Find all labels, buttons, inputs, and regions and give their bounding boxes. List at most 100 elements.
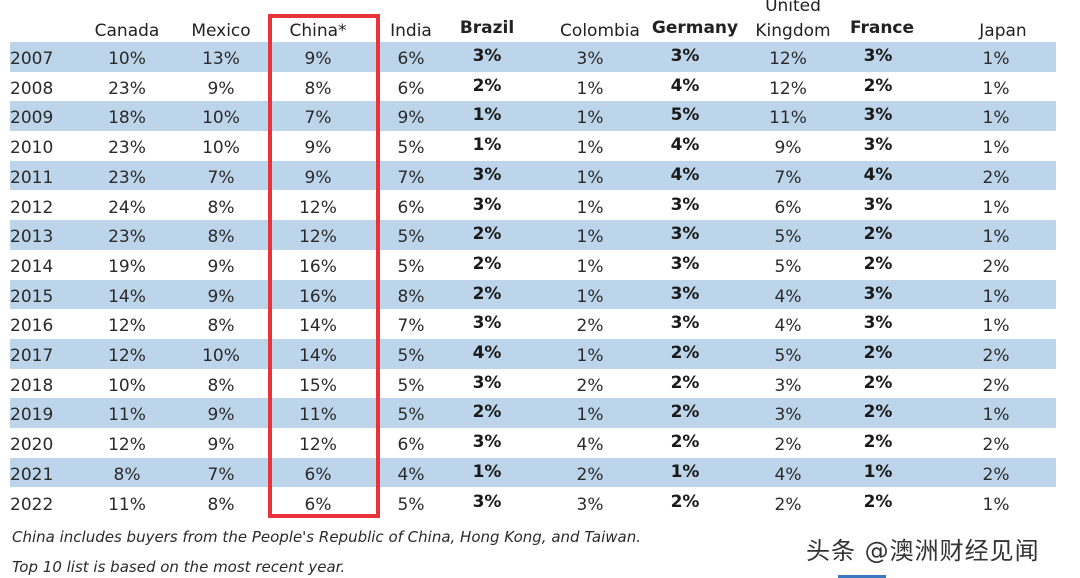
cell-mexico: 9% [207, 286, 235, 307]
cell-japan: 1% [982, 227, 1010, 248]
cell-canada: 10% [108, 49, 146, 69]
header-uk-line1: United [765, 0, 821, 16]
cell-mexico: 13% [202, 49, 240, 69]
cell-china: 7% [304, 108, 332, 129]
cell-india: 8% [397, 286, 425, 307]
header-colombia: Colombia [560, 21, 640, 41]
cell-colombia: 3% [576, 49, 604, 69]
table-row: 2014 19% 9% 16% 5% 2% 1% 3% 5% 2% 2% [10, 250, 1056, 280]
cell-year: 2009 [10, 108, 54, 129]
cell-brazil: 3% [472, 194, 502, 215]
cell-brazil: 2% [472, 283, 502, 304]
cell-india: 5% [397, 494, 425, 515]
cell-colombia: 1% [576, 138, 604, 159]
cell-brazil: 3% [472, 432, 502, 453]
cell-japan: 1% [982, 316, 1010, 337]
cell-japan: 1% [982, 108, 1010, 129]
cell-canada: 19% [108, 256, 146, 277]
cell-japan: 1% [982, 286, 1010, 307]
cell-mexico: 9% [207, 78, 235, 99]
cell-germany: 3% [670, 313, 700, 334]
table-row: 2007 10% 13% 9% 6% 3% 3% 3% 12% 3% 1% [10, 42, 1056, 72]
cell-france: 2% [863, 75, 893, 96]
cell-year: 2008 [10, 78, 54, 99]
cell-india: 6% [397, 78, 425, 99]
cell-china: 9% [304, 167, 332, 188]
cell-uk: 9% [774, 138, 802, 159]
cell-uk: 11% [769, 108, 807, 129]
cell-brazil: 2% [472, 253, 502, 274]
table-row: 2012 24% 8% 12% 6% 3% 1% 3% 6% 3% 1% [10, 191, 1056, 221]
cell-uk: 2% [774, 494, 802, 515]
cell-year: 2014 [10, 256, 54, 277]
cell-colombia: 1% [576, 227, 604, 248]
cell-canada: 14% [108, 286, 146, 307]
cell-uk: 4% [774, 286, 802, 307]
cell-germany: 3% [670, 253, 700, 274]
cell-france: 3% [863, 46, 893, 66]
cell-uk: 2% [774, 435, 802, 456]
cell-uk: 7% [774, 167, 802, 188]
cell-india: 7% [397, 316, 425, 337]
watermark: 头条 @澳洲财经见闻 [806, 537, 1040, 565]
cell-china: 9% [304, 49, 332, 69]
cell-france: 2% [863, 491, 893, 512]
cell-brazil: 3% [472, 313, 502, 334]
cell-mexico: 8% [207, 494, 235, 515]
cell-brazil: 3% [472, 46, 502, 66]
cell-japan: 2% [982, 346, 1010, 366]
cell-germany: 1% [670, 461, 700, 482]
table-row: 2017 12% 10% 14% 5% 4% 1% 2% 5% 2% 2% [10, 339, 1056, 369]
cell-year: 2013 [10, 227, 54, 248]
cell-japan: 2% [982, 256, 1010, 277]
cell-colombia: 1% [576, 405, 604, 426]
cell-year: 2017 [10, 346, 54, 366]
cell-china: 6% [304, 464, 332, 485]
cell-france: 3% [863, 105, 893, 126]
footnote-china: China includes buyers from the People's … [12, 528, 642, 546]
table-row: 2013 23% 8% 12% 5% 2% 1% 3% 5% 2% 1% [10, 220, 1056, 250]
header-brazil: Brazil [459, 18, 515, 38]
header-mexico: Mexico [191, 21, 251, 41]
cell-colombia: 3% [576, 494, 604, 515]
table-row: 2022 11% 8% 6% 5% 3% 3% 2% 2% 2% 1% [10, 488, 1056, 518]
table-row: 2018 10% 8% 15% 5% 3% 2% 2% 3% 2% 2% [10, 369, 1056, 399]
cell-mexico: 9% [207, 405, 235, 426]
table-row: 2009 18% 10% 7% 9% 1% 1% 5% 11% 3% 1% [10, 101, 1056, 132]
cell-uk: 12% [769, 49, 807, 69]
cell-germany: 2% [670, 402, 700, 423]
cell-colombia: 2% [576, 316, 604, 337]
cell-colombia: 1% [576, 78, 604, 99]
cell-france: 3% [863, 135, 893, 156]
cell-brazil: 2% [472, 224, 502, 245]
cell-colombia: 1% [576, 108, 604, 129]
cell-colombia: 1% [576, 346, 604, 366]
cell-canada: 23% [108, 138, 146, 159]
cell-india: 4% [397, 464, 425, 485]
cell-japan: 2% [982, 375, 1010, 396]
cell-colombia: 1% [576, 167, 604, 188]
table-row: 2015 14% 9% 16% 8% 2% 1% 3% 4% 3% 1% [10, 279, 1056, 310]
cell-brazil: 1% [472, 135, 502, 156]
table-row: 2008 23% 9% 8% 6% 2% 1% 4% 12% 2% 1% [10, 72, 1056, 102]
cell-colombia: 2% [576, 464, 604, 485]
cell-year: 2018 [10, 375, 54, 396]
cell-india: 9% [397, 108, 425, 129]
cell-canada: 12% [108, 435, 146, 456]
table-row: 2016 12% 8% 14% 7% 3% 2% 3% 4% 3% 1% [10, 309, 1056, 339]
logo-bar [838, 575, 886, 578]
cell-brazil: 3% [472, 372, 502, 393]
cell-uk: 5% [774, 256, 802, 277]
table-row: 2010 23% 10% 9% 5% 1% 1% 4% 9% 3% 1% [10, 131, 1056, 161]
cell-colombia: 4% [576, 435, 604, 456]
cell-uk: 12% [769, 78, 807, 99]
cell-uk: 3% [774, 405, 802, 426]
cell-germany: 5% [670, 105, 700, 126]
cell-france: 2% [863, 432, 893, 453]
cell-canada: 24% [108, 197, 146, 218]
cell-canada: 12% [108, 346, 146, 366]
cell-canada: 10% [108, 375, 146, 396]
cell-uk: 4% [774, 316, 802, 337]
cell-brazil: 3% [472, 491, 502, 512]
cell-france: 2% [863, 253, 893, 274]
